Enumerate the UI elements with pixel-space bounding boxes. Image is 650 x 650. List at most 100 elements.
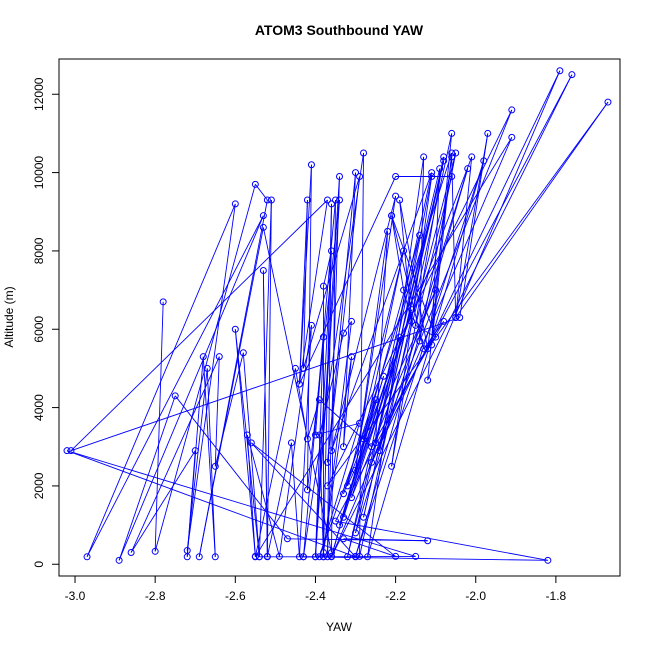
data-point <box>231 200 239 208</box>
series-line-segment <box>367 160 485 557</box>
data-point <box>436 165 444 173</box>
data-point <box>556 67 564 75</box>
data-point <box>428 173 436 180</box>
series-line-segment <box>391 215 405 291</box>
x-tick-label: -2.2 <box>385 589 406 603</box>
data-point <box>303 196 311 204</box>
data-point <box>251 180 259 188</box>
data-point <box>480 157 488 165</box>
series-line-segment <box>186 368 208 551</box>
y-tick-label: 2000 <box>32 472 46 499</box>
series-line-segment <box>242 352 260 557</box>
series-line-segment <box>391 156 445 467</box>
y-tick-label: 12000 <box>32 77 46 111</box>
data-point <box>364 553 372 561</box>
series-line-segment <box>327 101 609 487</box>
data-point <box>376 447 384 455</box>
data-point <box>396 333 404 341</box>
series-line-segment <box>262 227 332 553</box>
data-point <box>544 556 552 564</box>
data-point <box>432 333 440 341</box>
data-point <box>400 247 408 255</box>
data-point <box>319 282 327 290</box>
data-point <box>416 337 424 345</box>
data-point <box>352 169 360 177</box>
data-point <box>424 376 432 384</box>
series-line-segment <box>214 352 244 467</box>
series-line-segment <box>355 160 485 557</box>
data-point <box>448 149 456 157</box>
series-line-segment <box>299 176 397 385</box>
data-point <box>340 513 348 521</box>
data-point <box>311 431 319 439</box>
data-point <box>211 553 219 561</box>
data-point <box>323 196 331 204</box>
series-line-segment <box>319 434 324 557</box>
series-line-segment <box>66 450 356 558</box>
data-point <box>195 553 203 561</box>
data-point <box>67 447 75 455</box>
data-point <box>267 196 275 204</box>
data-point <box>384 227 392 235</box>
y-axis-label: Altitude (m) <box>2 286 16 347</box>
data-point <box>336 173 343 180</box>
series-line-segment <box>174 395 288 540</box>
data-point <box>203 364 211 372</box>
series-line-segment <box>254 368 296 557</box>
data-point <box>568 71 576 79</box>
x-tick-label: -2.8 <box>145 589 166 603</box>
data-point <box>428 341 436 349</box>
series-line-segment <box>331 399 376 557</box>
data-point <box>311 553 319 561</box>
data-point <box>295 380 303 388</box>
data-point <box>348 353 356 361</box>
data-point <box>428 169 436 177</box>
data-point <box>448 153 456 161</box>
series-line-segment <box>363 250 405 440</box>
series-line-segment <box>258 199 272 557</box>
data-point <box>448 129 456 137</box>
data-point <box>440 317 448 325</box>
series-line-segment <box>399 199 413 322</box>
series-line-segment <box>251 442 356 558</box>
data-point <box>408 317 416 325</box>
data-point <box>327 447 335 455</box>
series-line-segment <box>86 215 264 558</box>
data-point <box>323 553 331 561</box>
data-point <box>211 462 219 470</box>
series-line-segment <box>315 422 360 436</box>
data-point <box>340 329 348 337</box>
series-line-segment <box>86 203 236 557</box>
series-line-segment <box>234 329 260 557</box>
data-point <box>416 231 424 239</box>
series-line-segment <box>246 434 280 557</box>
series-line-segment <box>298 199 328 385</box>
series-line-segment <box>399 199 429 349</box>
data-point <box>307 321 315 329</box>
data-point <box>251 553 259 561</box>
data-point <box>303 486 311 494</box>
data-point <box>360 513 368 521</box>
data-point <box>247 439 255 447</box>
data-point <box>452 149 460 157</box>
data-point <box>356 173 364 180</box>
series-line-segment <box>319 399 376 557</box>
series-line-segment <box>154 184 256 552</box>
series-line-segment <box>343 172 356 447</box>
series-line-segment <box>206 368 216 557</box>
data-point <box>356 419 364 427</box>
data-point <box>380 372 388 380</box>
data-point <box>263 552 271 560</box>
series-line-segment <box>455 101 609 318</box>
data-point <box>259 223 267 231</box>
data-point <box>159 298 167 306</box>
series-line-segment <box>391 176 433 467</box>
x-tick-label: -2.6 <box>225 589 246 603</box>
series-line-segment <box>455 133 489 318</box>
series-line-segment <box>118 395 176 561</box>
series-line-segment <box>335 520 548 561</box>
series-line-segment <box>70 317 460 452</box>
y-tick-label: 10000 <box>32 156 46 190</box>
data-point <box>315 431 323 439</box>
